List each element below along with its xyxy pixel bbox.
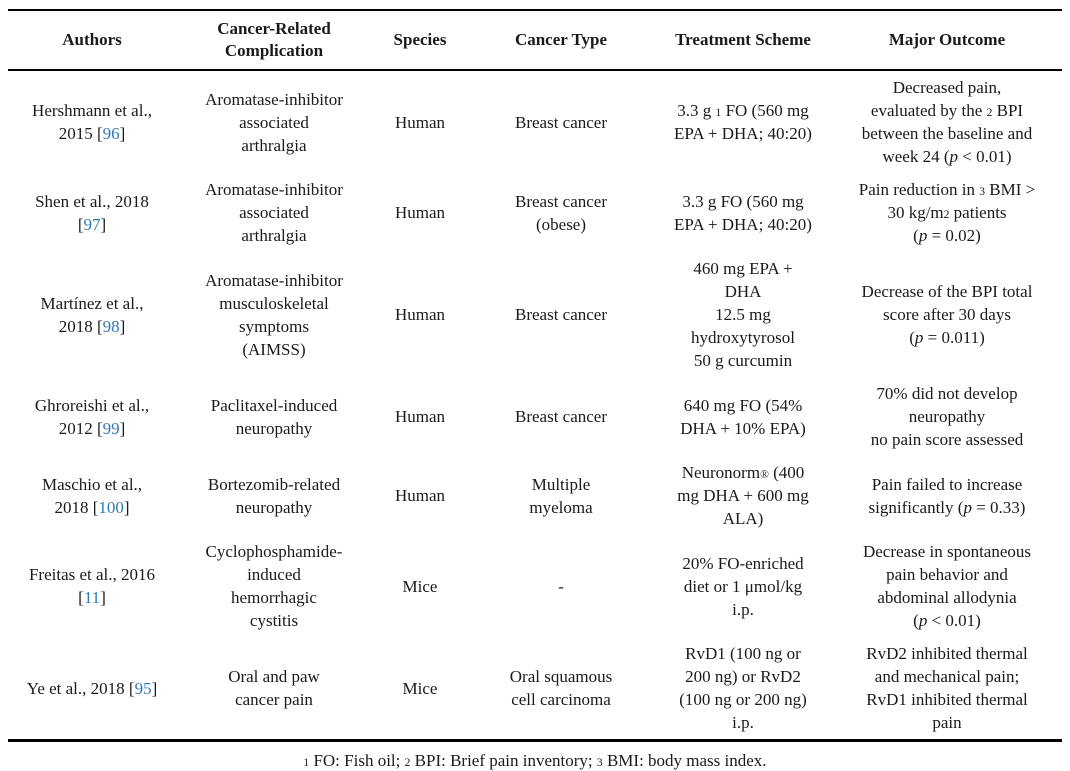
cell-cancer-type: Multiple myeloma <box>529 474 593 517</box>
table-row: Maschio et al., 2018 [100] Bortezomib-rel… <box>8 456 1062 535</box>
column-header-cancer-type: Cancer Type <box>468 9 654 71</box>
cell-cancer-type: Breast cancer <box>514 305 608 324</box>
cell-outcome: Pain failed to increase significantly (p … <box>868 474 1026 517</box>
cell-outcome: Decrease in spontaneous pain behavior and… <box>862 542 1032 630</box>
cell-authors: Hershmann et al., 2015 [96] <box>32 101 152 143</box>
cell-treatment: 20% FO-enriched diet or 1 μmol/kg i.p. <box>682 553 804 619</box>
results-table: Authors Cancer-Related Complication Speci… <box>8 9 1062 742</box>
table-row: Freitas et al., 2016 [11] Cyclophosphamid… <box>8 535 1062 637</box>
cell-authors: Ghroreishi et al., 2012 [99] <box>34 395 150 438</box>
cell-treatment: RvD1 (100 ng or 200 ng) or RvD2 (100 ng or… <box>654 637 832 742</box>
cell-authors: Freitas et al., 2016 [11] <box>28 565 156 607</box>
cell-species: Human <box>394 305 446 324</box>
cell-species: Human <box>394 203 446 222</box>
citation-ref[interactable]: 95 <box>134 678 152 698</box>
column-header-species: Species <box>372 9 468 71</box>
cell-cancer-type: Breast cancer <box>514 407 608 426</box>
cell-species: Mice <box>372 637 468 742</box>
cell-authors: Martínez et al., 2018 [98] <box>40 293 144 336</box>
cell-authors: Maschio et al., 2018 [100] <box>41 474 143 517</box>
cell-complication: Aromatase-inhibitor musculoskeletal sympto… <box>205 270 343 359</box>
cell-authors: Shen et al., 2018 [97] <box>35 191 149 234</box>
cell-complication: Paclitaxel-induced neuropathy <box>210 395 338 438</box>
cell-complication: Aromatase-inhibitor associated arthralgia <box>205 180 343 245</box>
citation-ref[interactable]: 98 <box>102 316 120 336</box>
cell-complication: Bortezomib-related neuropathy <box>207 474 341 517</box>
cell-cancer-type: Breast cancer (obese) <box>514 191 608 234</box>
cell-authors: Ye et al., 2018 [95] <box>8 637 176 742</box>
column-header-authors: Authors <box>8 9 176 71</box>
cell-outcome: Decrease of the BPI total score after 30 … <box>861 282 1033 347</box>
column-header-treatment-scheme: Treatment Scheme <box>654 9 832 71</box>
cell-treatment: 460 mg EPA + DHA 12.5 mg hydroxytyrosol 50 g… <box>691 259 795 370</box>
table-row: Ghroreishi et al., 2012 [99] Paclitaxel-i… <box>8 377 1062 456</box>
cell-complication: Oral and paw cancer pain <box>176 637 372 742</box>
header-row: Authors Cancer-Related Complication Speci… <box>8 9 1062 71</box>
citation-ref[interactable]: 100 <box>98 497 124 517</box>
citation-ref[interactable]: 96 <box>102 124 120 143</box>
cell-treatment: Neuronorm® (400 mg DHA + 600 mg ALA) <box>677 463 809 528</box>
cell-species: Human <box>394 486 446 505</box>
table-footnote: 1 FO: Fish oil; 2 BPI: Brief pain invent… <box>303 751 767 770</box>
table-row: Martínez et al., 2018 [98] Aromatase-inhi… <box>8 252 1062 377</box>
citation-ref[interactable]: 99 <box>102 418 120 438</box>
cell-cancer-type: Breast cancer <box>514 112 608 132</box>
cell-complication: Cyclophosphamide-induced hemorrhagic cysti… <box>205 542 343 630</box>
cell-treatment: 640 mg FO (54% DHA + 10% EPA) <box>680 395 806 438</box>
column-header-major-outcome: Major Outcome <box>832 9 1062 71</box>
table-row: Hershmann et al., 2015 [96] Aromatase-inh… <box>8 70 1062 173</box>
cell-outcome: Pain reduction in 3 BMI >30 kg/m2 patien… <box>858 180 1036 245</box>
citation-ref[interactable]: 97 <box>83 214 101 234</box>
cell-outcome: RvD2 inhibited thermal and mechanical pai… <box>832 637 1062 742</box>
cell-outcome: Decreased pain, evaluated by the 2 BPI bet… <box>861 78 1033 166</box>
cell-treatment: 3.3 g FO (560 mg EPA + DHA; 40:20) <box>674 191 812 234</box>
cell-species: Human <box>394 407 446 426</box>
cell-species: Human <box>394 112 446 132</box>
citation-ref[interactable]: 11 <box>83 588 101 607</box>
cell-cancer-type: Oral squamous cell carcinoma <box>468 637 654 742</box>
cell-cancer-type: - <box>558 576 564 596</box>
cell-outcome: 70% did not develop neuropathy no pain sco… <box>870 384 1024 449</box>
table-row: Shen et al., 2018 [97] Aromatase-inhibito… <box>8 173 1062 252</box>
column-header-complication: Cancer-Related Complication <box>176 9 372 71</box>
cell-complication: Aromatase-inhibitor associated arthralgia <box>205 89 343 155</box>
cell-treatment: 3.3 g 1 FO (560 mg EPA + DHA; 40:20) <box>674 101 812 143</box>
cell-species: Mice <box>402 576 438 596</box>
table-row: Ye et al., 2018 [95] Oral and paw cancer … <box>8 637 1062 742</box>
